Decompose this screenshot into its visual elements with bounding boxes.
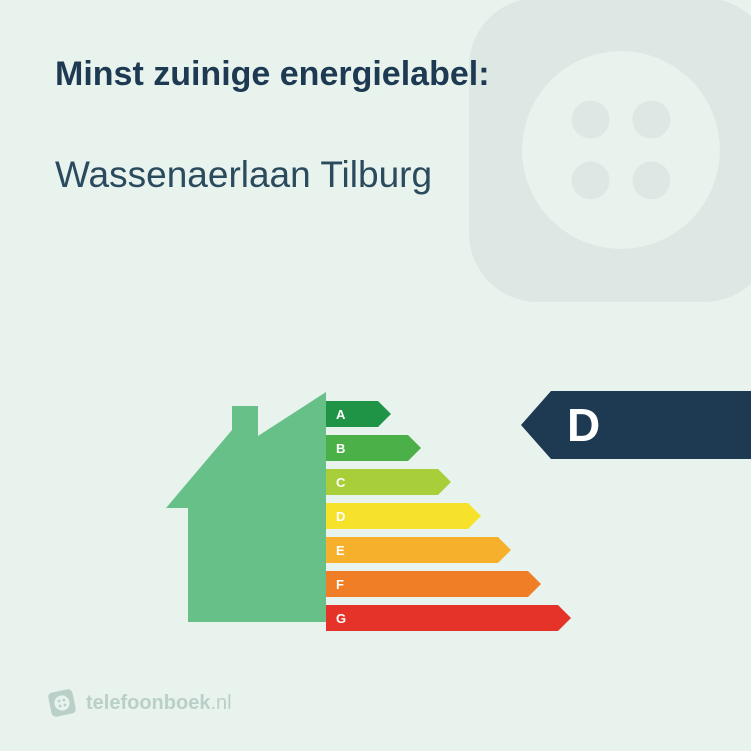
rating-badge-arrow [521, 391, 551, 459]
footer-brand-rest: .nl [210, 692, 231, 714]
footer-brand-bold: telefoonboek [86, 692, 210, 714]
energy-bar-d: D [326, 500, 558, 532]
energy-bar-body: C [326, 469, 438, 495]
energy-bar-arrow [438, 469, 451, 495]
energy-bar-c: C [326, 466, 558, 498]
location-subtitle: Wassenaerlaan Tilburg [55, 154, 696, 196]
energy-bar-e: E [326, 534, 558, 566]
footer-logo-icon [45, 686, 78, 719]
energy-bar-g: G [326, 602, 558, 634]
energy-bar-f: F [326, 568, 558, 600]
house-icon [166, 392, 326, 622]
energy-bar-body: E [326, 537, 498, 563]
energy-bar-body: B [326, 435, 408, 461]
energy-bar-body: F [326, 571, 528, 597]
rating-badge: D [521, 391, 751, 459]
energy-bar-arrow [408, 435, 421, 461]
energy-label-chart: ABCDEFG D [0, 370, 751, 650]
energy-bar-arrow [498, 537, 511, 563]
page-title: Minst zuinige energielabel: [55, 55, 696, 94]
energy-bar-arrow [528, 571, 541, 597]
energy-bar-arrow [558, 605, 571, 631]
rating-letter: D [567, 398, 600, 452]
energy-bar-arrow [468, 503, 481, 529]
energy-bar-body: D [326, 503, 468, 529]
footer-brand: telefoonboek.nl [86, 692, 232, 715]
energy-bar-body: A [326, 401, 378, 427]
footer: telefoonboek.nl [48, 689, 232, 717]
rating-badge-body: D [551, 391, 751, 459]
energy-bar-body: G [326, 605, 558, 631]
energy-bar-arrow [378, 401, 391, 427]
